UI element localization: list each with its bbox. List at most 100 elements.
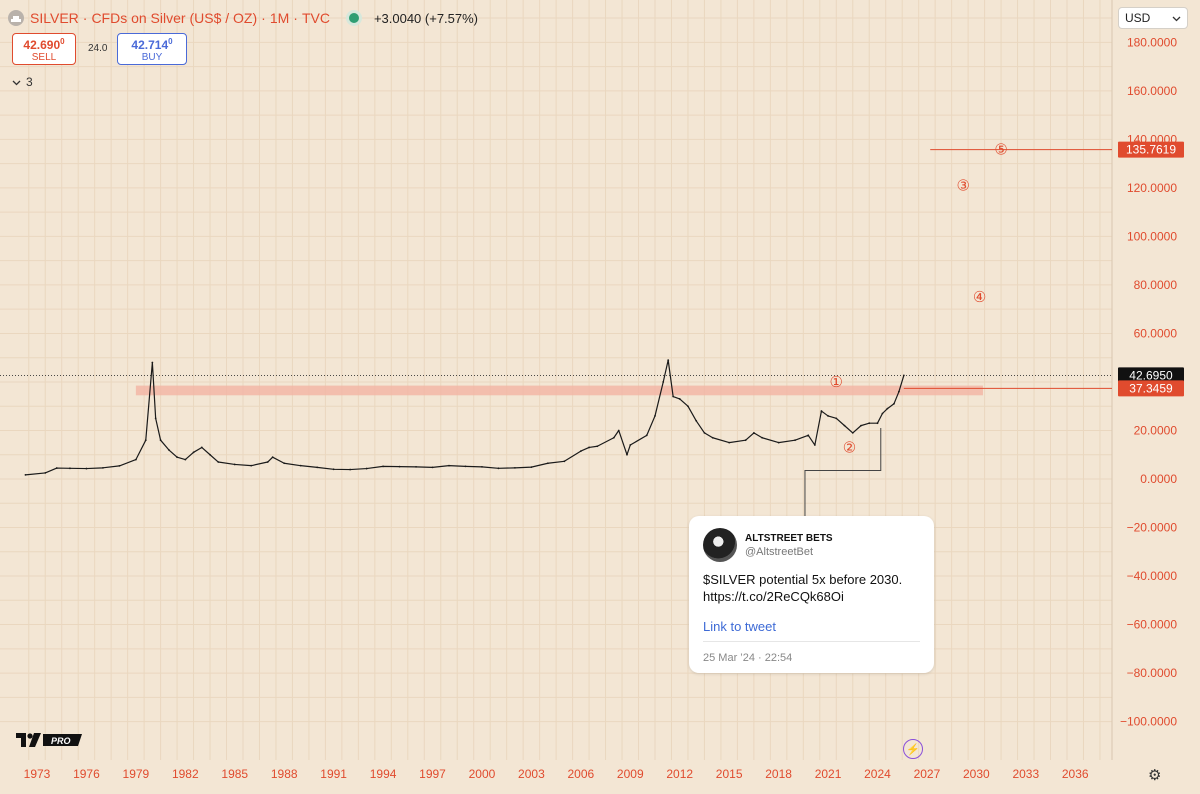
data-point (579, 450, 582, 453)
symbol-name[interactable]: SILVER (30, 10, 79, 26)
data-point (217, 461, 220, 463)
data-point (626, 453, 628, 456)
x-tick-label: 2000 (469, 767, 496, 781)
data-point (209, 453, 211, 456)
currency-select[interactable]: USD (1118, 7, 1188, 29)
data-point (250, 464, 253, 467)
data-point (881, 412, 884, 415)
price-series-line[interactable] (25, 359, 905, 476)
data-point (835, 417, 838, 420)
data-point (728, 441, 731, 444)
price-change: +3.0040 (+7.57%) (373, 10, 479, 26)
gear-icon[interactable]: ⚙ (1148, 767, 1162, 784)
interval-label[interactable]: 1M (269, 10, 290, 26)
data-point (893, 402, 895, 405)
data-point (233, 463, 236, 466)
tweet-connector-line (804, 428, 882, 516)
target-price-tag-bg[interactable] (1118, 141, 1184, 158)
separator-dot: · (293, 10, 298, 26)
x-tick-label: 2015 (716, 767, 743, 781)
y-tick-label: −80.0000 (1127, 666, 1178, 680)
data-point (563, 460, 566, 463)
data-point (843, 424, 846, 427)
y-tick-label: 80.0000 (1134, 278, 1178, 292)
lightning-icon[interactable]: ⚡ (903, 739, 923, 759)
wave-label: ① (830, 374, 843, 391)
divider (703, 641, 920, 642)
data-point (464, 465, 467, 468)
data-point (860, 424, 862, 427)
data-point (777, 441, 780, 444)
data-point (415, 465, 417, 468)
chevron-down-icon (12, 75, 21, 89)
tradingview-logo[interactable]: PRO (16, 733, 82, 747)
y-tick-label: 120.0000 (1127, 181, 1177, 195)
x-tick-label: 1997 (419, 767, 446, 781)
data-point (382, 465, 384, 468)
zone-price-tag-bg[interactable] (1118, 380, 1184, 397)
data-point (167, 448, 170, 451)
tweet-timestamp: 25 Mar ’24 · 22:54 (703, 652, 793, 664)
data-point (118, 464, 121, 467)
sell-button[interactable]: 42.6900 SELL (12, 33, 76, 65)
x-tick-label: 2030 (963, 767, 990, 781)
wave-label: ④ (973, 289, 986, 306)
spread-value: 24.0 (88, 43, 108, 54)
data-point (69, 467, 71, 470)
y-tick-label: 100.0000 (1127, 229, 1177, 243)
data-point (617, 429, 620, 432)
data-point (365, 467, 368, 470)
tweet-card[interactable]: ALTSTREET BETS @AltstreetBet $SILVER pot… (689, 516, 934, 673)
data-point (807, 434, 810, 437)
buy-button[interactable]: 42.7140 BUY (117, 33, 187, 65)
tweet-author-name: ALTSTREET BETS (745, 532, 833, 544)
x-tick-label: 1973 (24, 767, 51, 781)
sell-label: SELL (31, 51, 57, 63)
data-point (398, 465, 401, 468)
market-status-icon[interactable] (345, 10, 362, 26)
x-tick-label: 2027 (914, 767, 941, 781)
data-point (695, 419, 698, 422)
data-point (886, 407, 889, 410)
zone-price-tag: 37.3459 (1129, 381, 1173, 395)
tweet-text-link[interactable]: https://t.co/2ReCQk68Oi (703, 589, 844, 604)
data-point (184, 458, 187, 461)
logo-pro-text: PRO (51, 736, 71, 746)
data-point (752, 432, 755, 434)
data-point (612, 436, 615, 439)
buy-label: BUY (141, 51, 163, 63)
symbol-description: CFDs on Silver (US$ / OZ) (91, 10, 258, 26)
data-point (283, 462, 286, 465)
data-point (672, 395, 675, 398)
data-point (530, 466, 533, 469)
data-point (176, 456, 178, 459)
tweet-author-handle: @AltstreetBet (745, 545, 814, 558)
y-tick-label: 180.0000 (1127, 35, 1177, 49)
data-point (431, 466, 434, 469)
data-point (588, 446, 590, 449)
x-tick-label: 1994 (370, 767, 397, 781)
data-point (514, 466, 516, 469)
y-tick-label: −100.0000 (1120, 715, 1177, 729)
tradingview-logo-icon: PRO (16, 733, 82, 747)
data-point (481, 465, 483, 468)
indicators-toggle[interactable]: 3 (12, 73, 33, 91)
data-point (851, 432, 854, 434)
tweet-text-line: $SILVER potential 5x before 2030. (703, 572, 903, 587)
x-tick-label: 2009 (617, 767, 644, 781)
current-price-tag-bg[interactable] (1118, 367, 1184, 384)
data-point (662, 381, 665, 383)
data-point (159, 439, 162, 442)
resistance-zone[interactable] (135, 385, 983, 396)
symbol-header[interactable]: SILVER · CFDs on Silver (US$ / OZ) · 1M … (8, 7, 478, 29)
silver-symbol-icon (8, 10, 24, 26)
data-point (332, 468, 335, 471)
data-point (744, 439, 747, 442)
link-to-tweet[interactable]: Link to tweet (703, 619, 776, 634)
data-point (546, 462, 549, 465)
data-point (151, 361, 154, 364)
wave-label: ⑤ (994, 142, 1007, 159)
x-tick-label: 2033 (1012, 767, 1039, 781)
